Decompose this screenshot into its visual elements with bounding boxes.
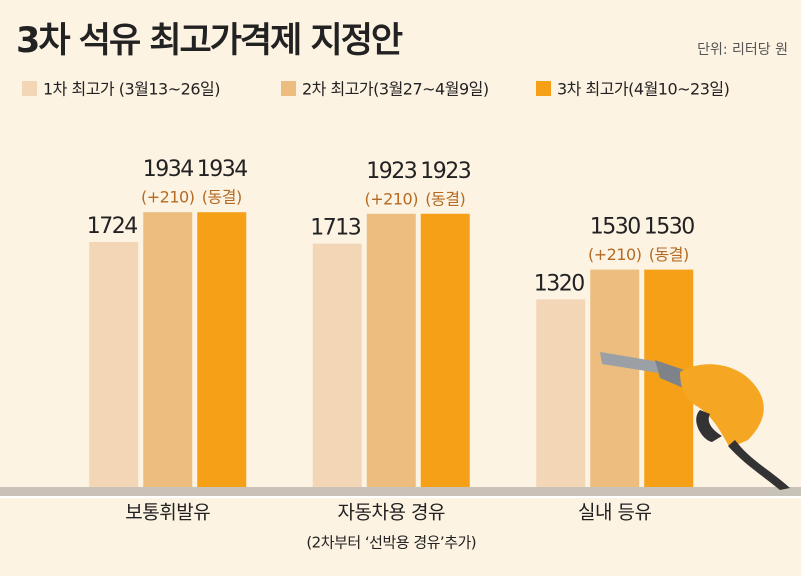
value-label: 1530 bbox=[590, 215, 640, 240]
unit-label: 단위: 리터당 원 bbox=[697, 42, 788, 58]
bar bbox=[89, 242, 139, 487]
x-tick-label: 자동차용 경유 bbox=[338, 502, 445, 524]
bar-note: (동결) bbox=[649, 245, 689, 264]
x-tick-label: 보통휘발유 bbox=[125, 502, 210, 524]
legend-label: 3차 최고가(4월10~23일) bbox=[557, 80, 729, 99]
value-label: 1724 bbox=[87, 214, 137, 239]
ground-edge bbox=[0, 496, 801, 498]
bar bbox=[590, 269, 640, 487]
bar bbox=[366, 213, 416, 487]
bar bbox=[312, 243, 362, 487]
legend-swatch bbox=[281, 81, 296, 96]
bar-note: (+210) bbox=[365, 189, 418, 208]
bar-note: (+210) bbox=[588, 245, 641, 264]
legend-swatch bbox=[536, 81, 551, 96]
bar-note: (+210) bbox=[141, 188, 194, 207]
bar bbox=[143, 212, 193, 488]
bar bbox=[197, 212, 247, 488]
bar bbox=[420, 213, 470, 487]
value-label: 1923 bbox=[366, 159, 416, 184]
legend-label: 1차 최고가 (3월13~26일) bbox=[43, 80, 220, 99]
value-label: 1923 bbox=[420, 159, 470, 184]
chart-title: 3차 석유 최고가격제 지정안 bbox=[16, 21, 403, 61]
value-label: 1530 bbox=[644, 215, 694, 240]
fuel-nozzle-icon bbox=[600, 352, 790, 490]
value-label: 1934 bbox=[143, 157, 193, 182]
ground bbox=[0, 487, 801, 496]
value-label: 1320 bbox=[534, 271, 584, 296]
legend-label: 2차 최고가(3월27~4월9일) bbox=[302, 80, 489, 99]
category-note: (2차부터 ‘선박용 경유’추가) bbox=[306, 534, 476, 552]
value-label: 1713 bbox=[310, 216, 360, 241]
value-label: 1934 bbox=[197, 157, 247, 182]
x-tick-label: 실내 등유 bbox=[578, 502, 651, 524]
bar-note: (동결) bbox=[425, 189, 465, 208]
bar bbox=[536, 299, 586, 487]
bar-note: (동결) bbox=[202, 188, 242, 207]
legend-swatch bbox=[22, 81, 37, 96]
